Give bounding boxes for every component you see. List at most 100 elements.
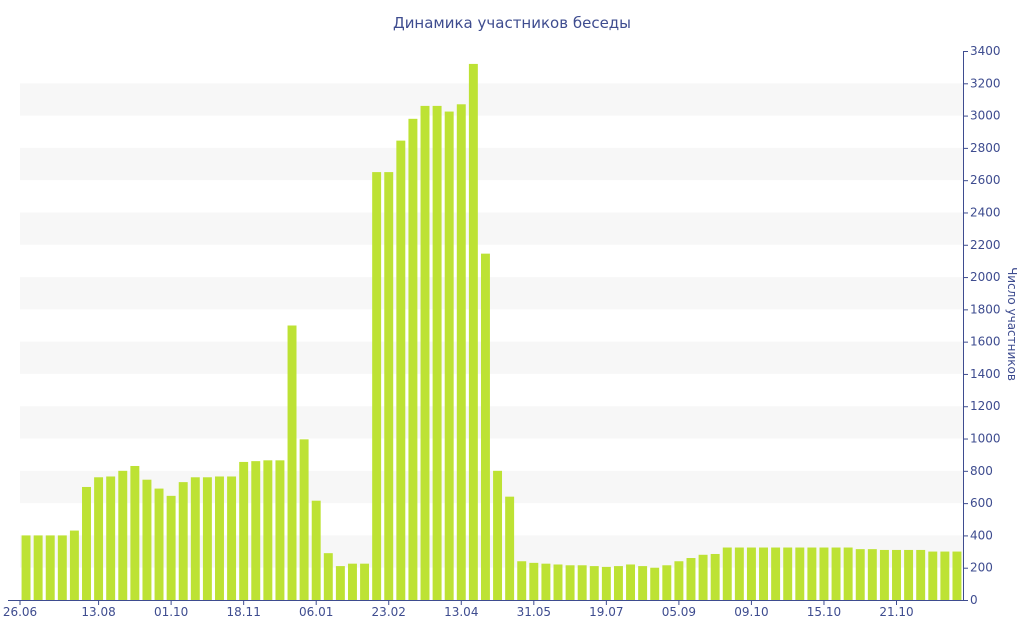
bar[interactable] (335, 566, 345, 600)
bar[interactable] (904, 549, 914, 600)
bar[interactable] (468, 63, 478, 601)
bar[interactable] (879, 549, 889, 600)
bar[interactable] (916, 549, 926, 600)
bar[interactable] (698, 554, 708, 600)
grid-band (20, 147, 963, 181)
bar[interactable] (480, 253, 490, 600)
bar[interactable] (771, 547, 781, 600)
y-tick-label: 2600 (970, 173, 1001, 187)
bar[interactable] (952, 551, 962, 600)
bar[interactable] (360, 563, 370, 600)
bar[interactable] (650, 567, 660, 600)
bar[interactable] (33, 535, 43, 600)
bar[interactable] (577, 565, 587, 600)
bar[interactable] (69, 530, 79, 600)
y-axis-label: Число участников (1005, 267, 1019, 381)
bar[interactable] (795, 547, 805, 600)
bar[interactable] (831, 547, 841, 600)
bar[interactable] (819, 547, 829, 600)
bar[interactable] (855, 549, 865, 600)
y-tick-label: 3000 (970, 109, 1001, 123)
bar[interactable] (178, 482, 188, 600)
bar[interactable] (142, 479, 152, 600)
bar[interactable] (94, 477, 104, 600)
bar[interactable] (613, 566, 623, 600)
bar[interactable] (347, 563, 357, 600)
bar[interactable] (166, 495, 176, 600)
y-tick-label: 3400 (970, 44, 1001, 58)
bar[interactable] (565, 565, 575, 600)
bar[interactable] (759, 547, 768, 600)
bar[interactable] (722, 547, 732, 600)
bar[interactable] (57, 535, 67, 600)
x-tick-label: 05.09 (662, 605, 696, 619)
bar[interactable] (493, 470, 503, 600)
bar[interactable] (82, 486, 91, 600)
bar[interactable] (384, 172, 394, 600)
x-tick-label: 06.01 (299, 605, 333, 619)
bar[interactable] (710, 553, 720, 600)
bar[interactable] (529, 562, 539, 600)
bar[interactable] (227, 476, 237, 600)
bar[interactable] (517, 561, 527, 600)
x-tick-label: 21.10 (879, 605, 913, 619)
x-axis-ticks: 26.06 13.08 01.10 18.11 06.01 23.02 13.04 31.05… (3, 600, 914, 619)
bar[interactable] (396, 140, 406, 600)
y-tick-label: 200 (970, 561, 993, 575)
x-tick-label: 15.10 (807, 605, 841, 619)
bar[interactable] (154, 488, 164, 600)
bar[interactable] (686, 558, 696, 600)
bar[interactable] (190, 477, 200, 600)
bar[interactable] (541, 563, 551, 600)
bar[interactable] (444, 111, 454, 601)
bar[interactable] (311, 500, 321, 600)
y-tick-label: 1800 (970, 302, 1001, 316)
x-tick-label: 01.10 (154, 605, 188, 619)
y-tick-label: 0 (970, 593, 978, 607)
bar[interactable] (601, 566, 611, 600)
bar[interactable] (746, 547, 756, 600)
bar[interactable] (420, 105, 430, 601)
bar[interactable] (843, 547, 853, 600)
bar[interactable] (21, 535, 31, 600)
bar[interactable] (662, 565, 672, 600)
bar[interactable] (626, 564, 636, 600)
x-tick-label: 18.11 (226, 605, 260, 619)
bar[interactable] (323, 553, 333, 600)
bar[interactable] (287, 325, 297, 601)
grid-band (20, 470, 963, 504)
y-tick-label: 3200 (970, 76, 1001, 90)
bar[interactable] (456, 104, 466, 600)
bar[interactable] (45, 535, 55, 600)
bar[interactable] (215, 476, 224, 600)
y-tick-label: 1200 (970, 399, 1001, 413)
bar[interactable] (638, 566, 648, 600)
bar[interactable] (263, 460, 273, 600)
y-tick-label: 800 (970, 464, 993, 478)
bar[interactable] (106, 476, 116, 600)
y-tick-label: 2200 (970, 238, 1001, 252)
bar[interactable] (118, 470, 128, 600)
bar[interactable] (299, 439, 309, 600)
grid-band (20, 277, 963, 310)
bar[interactable] (251, 461, 261, 600)
bar[interactable] (505, 496, 515, 600)
bar[interactable] (892, 549, 901, 600)
bar[interactable] (202, 477, 212, 600)
bar[interactable] (674, 561, 684, 600)
bar[interactable] (275, 460, 285, 600)
bar[interactable] (589, 566, 599, 600)
bar[interactable] (408, 118, 418, 600)
bar[interactable] (783, 547, 793, 600)
bar[interactable] (553, 564, 563, 600)
bar[interactable] (239, 461, 249, 600)
bar[interactable] (928, 551, 938, 600)
bar[interactable] (807, 547, 817, 600)
bar[interactable] (432, 105, 442, 601)
bar[interactable] (372, 172, 382, 600)
bar[interactable] (940, 551, 950, 600)
bar[interactable] (130, 465, 140, 600)
bar[interactable] (867, 549, 877, 600)
bar[interactable] (734, 547, 744, 600)
